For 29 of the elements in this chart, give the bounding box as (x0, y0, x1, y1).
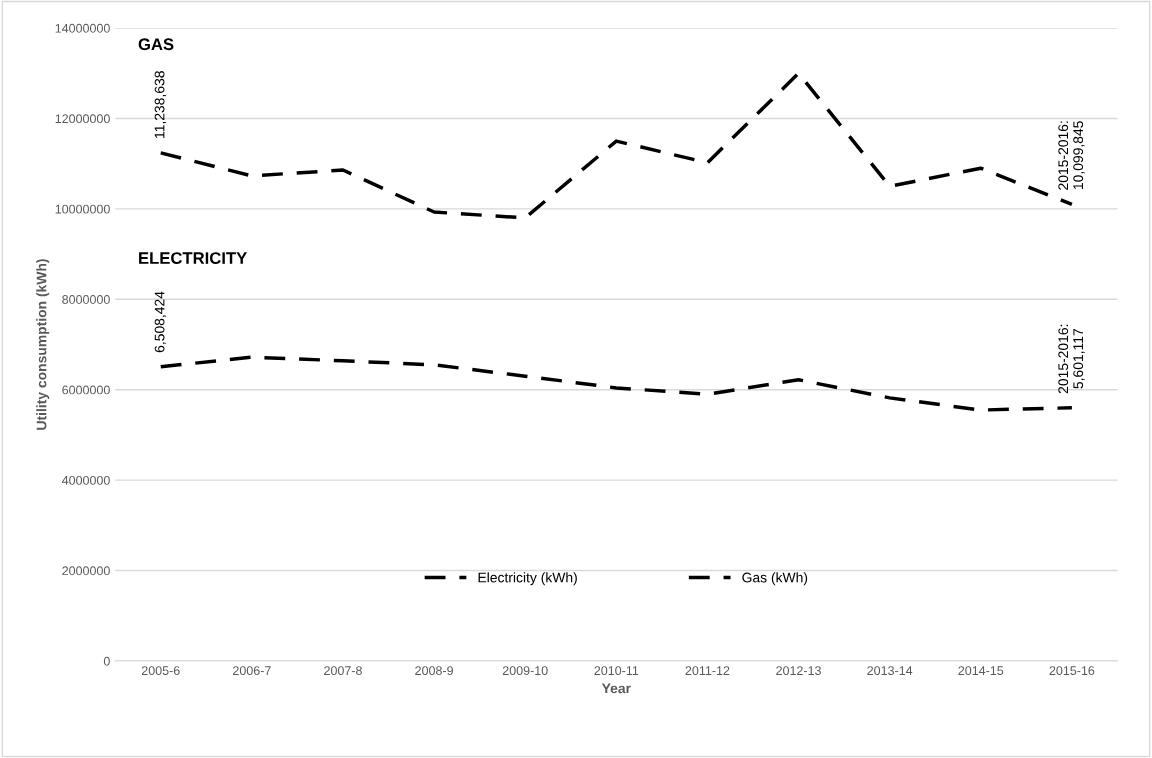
y-tick-label: 14000000 (55, 23, 110, 33)
x-tick-label: 2011-12 (685, 666, 730, 676)
legend-label: Electricity (kWh) (478, 572, 577, 586)
x-tick-label: 2014-15 (958, 666, 1004, 676)
annotation: ELECTRICITY (139, 252, 247, 264)
annotation: GAS (138, 38, 174, 51)
y-tick-label: 12000000 (55, 114, 110, 124)
y-tick-label: 10000000 (55, 204, 110, 214)
y-tick-label: 6000000 (62, 385, 110, 395)
y-tick-label: 4000000 (61, 475, 110, 485)
x-tick-label: 2015-16 (1049, 666, 1095, 676)
legend-label: Gas (kWh) (742, 572, 808, 586)
x-tick-label: 2012-13 (776, 666, 821, 676)
x-tick-label: 2013-14 (867, 666, 913, 676)
annotation: 6,508,424 (154, 291, 167, 353)
y-tick-label: 8000000 (62, 295, 110, 304)
x-tick-label: 2006-7 (233, 666, 271, 676)
x-tick-label: 2008-9 (415, 666, 453, 676)
y-tick-label: 0 (103, 656, 110, 666)
x-tick-label: 2010-11 (594, 666, 639, 676)
annotation: 2015-2016: 5,601,117 (1058, 324, 1085, 394)
x-axis-title: Year (601, 683, 631, 694)
y-axis-title: Utility consumption (kWh) (36, 259, 50, 430)
y-tick-label: 2000000 (62, 566, 110, 576)
annotation: 2015-2016: 10,099,845 (1058, 121, 1085, 190)
x-tick-label: 2005-6 (141, 666, 180, 676)
x-tick-label: 2007-8 (324, 666, 362, 676)
x-tick-label: 2009-10 (502, 666, 548, 676)
annotation: 11,238,638 (154, 71, 167, 138)
